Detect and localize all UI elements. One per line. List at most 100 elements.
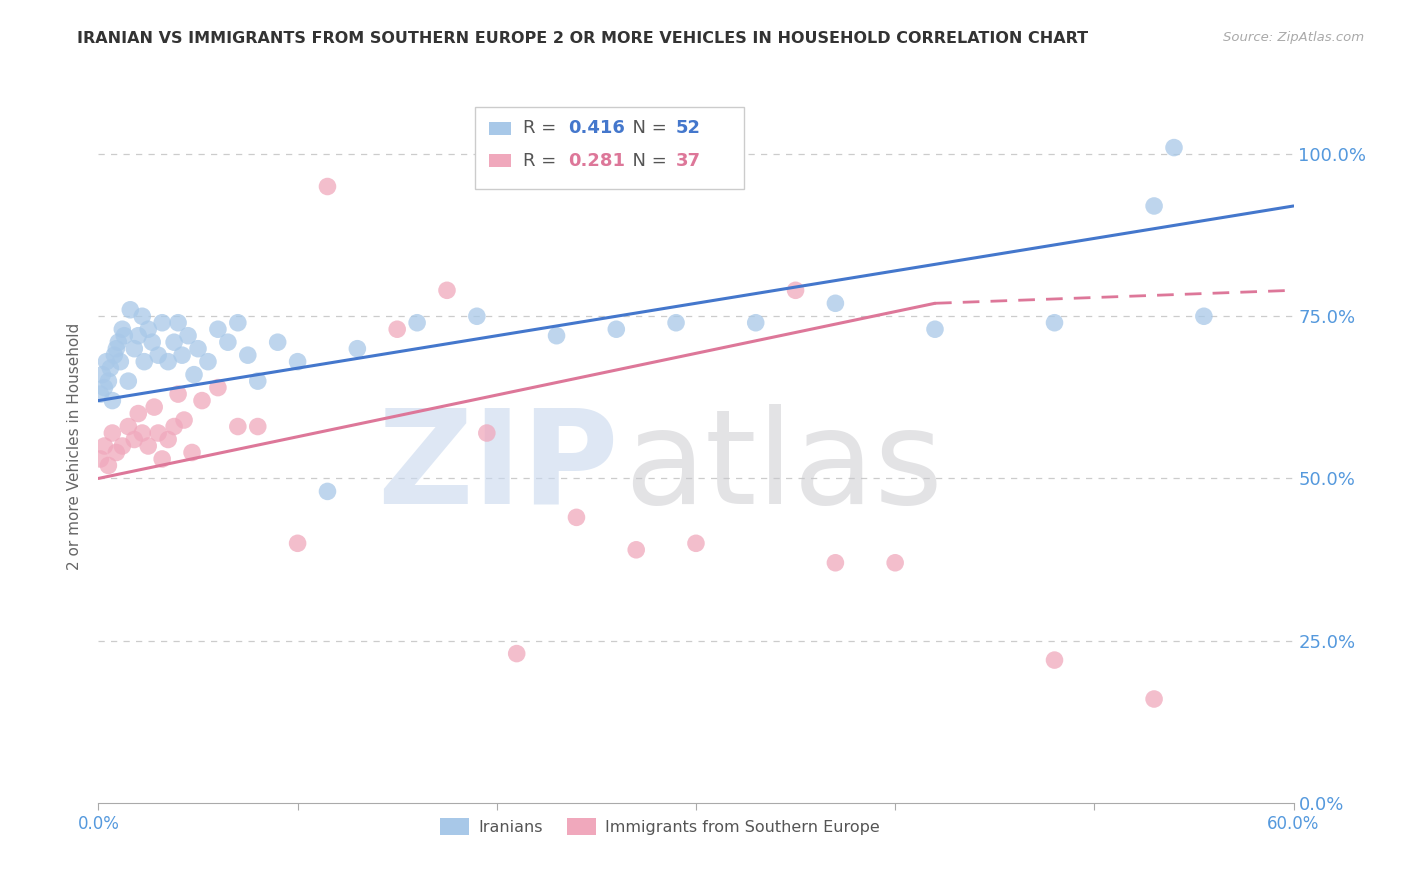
Text: N =: N = xyxy=(620,120,672,137)
Point xyxy=(150,452,173,467)
Point xyxy=(191,393,214,408)
Point xyxy=(124,433,146,447)
Point xyxy=(131,310,153,324)
Point xyxy=(101,425,124,440)
Point xyxy=(785,283,807,297)
Point xyxy=(157,354,180,368)
Point xyxy=(97,458,120,473)
Y-axis label: 2 or more Vehicles in Household: 2 or more Vehicles in Household xyxy=(67,322,83,570)
Text: R =: R = xyxy=(523,152,561,169)
Point xyxy=(226,419,249,434)
Point xyxy=(181,445,204,459)
Point xyxy=(246,374,269,388)
Point xyxy=(167,387,190,401)
Point xyxy=(385,322,409,336)
Point xyxy=(685,536,707,550)
Point xyxy=(136,439,159,453)
Point xyxy=(226,316,249,330)
Point xyxy=(824,296,846,310)
Point xyxy=(141,335,163,350)
Point xyxy=(89,452,111,467)
Point xyxy=(267,335,290,350)
Point xyxy=(546,328,568,343)
Point xyxy=(884,556,907,570)
Text: 37: 37 xyxy=(676,152,700,169)
Point xyxy=(207,322,229,336)
Point xyxy=(626,542,648,557)
Point xyxy=(406,316,429,330)
Point xyxy=(1192,310,1215,324)
Point xyxy=(217,335,239,350)
Point xyxy=(924,322,946,336)
Text: IRANIAN VS IMMIGRANTS FROM SOUTHERN EUROPE 2 OR MORE VEHICLES IN HOUSEHOLD CORRE: IRANIAN VS IMMIGRANTS FROM SOUTHERN EURO… xyxy=(77,31,1088,46)
Point xyxy=(107,335,129,350)
FancyBboxPatch shape xyxy=(489,154,510,167)
Point xyxy=(136,322,159,336)
Point xyxy=(197,354,219,368)
Point xyxy=(93,439,115,453)
Point xyxy=(97,374,120,388)
Point xyxy=(134,354,156,368)
Point xyxy=(346,342,368,356)
Point xyxy=(316,484,339,499)
Point xyxy=(187,342,209,356)
Point xyxy=(131,425,153,440)
Point xyxy=(143,400,166,414)
Point xyxy=(89,387,111,401)
Point xyxy=(665,316,688,330)
Point xyxy=(246,419,269,434)
Point xyxy=(112,328,135,343)
Text: 52: 52 xyxy=(676,120,700,137)
Point xyxy=(1143,199,1166,213)
Point xyxy=(93,381,115,395)
Point xyxy=(117,419,139,434)
Point xyxy=(157,433,180,447)
Point xyxy=(150,316,173,330)
Text: 0.281: 0.281 xyxy=(568,152,626,169)
Point xyxy=(163,335,186,350)
Point xyxy=(172,348,194,362)
Text: N =: N = xyxy=(620,152,672,169)
Point xyxy=(127,328,149,343)
Text: R =: R = xyxy=(523,120,561,137)
Point xyxy=(91,368,114,382)
FancyBboxPatch shape xyxy=(475,107,744,189)
Point xyxy=(465,310,488,324)
Point xyxy=(745,316,768,330)
Point xyxy=(475,425,498,440)
Point xyxy=(105,342,128,356)
Point xyxy=(1163,140,1185,154)
Point xyxy=(110,354,132,368)
Point xyxy=(105,445,128,459)
Point xyxy=(1043,316,1066,330)
Point xyxy=(565,510,588,524)
Point xyxy=(148,425,170,440)
Point xyxy=(605,322,627,336)
Point xyxy=(183,368,205,382)
Point xyxy=(124,342,146,356)
Point xyxy=(287,354,309,368)
Point xyxy=(173,413,195,427)
Point xyxy=(824,556,846,570)
Text: atlas: atlas xyxy=(624,404,943,531)
Point xyxy=(316,179,339,194)
Point xyxy=(1043,653,1066,667)
Point xyxy=(287,536,309,550)
Point xyxy=(127,407,149,421)
Point xyxy=(163,419,186,434)
Point xyxy=(120,302,142,317)
Point xyxy=(96,354,118,368)
Point xyxy=(1143,692,1166,706)
FancyBboxPatch shape xyxy=(489,122,510,135)
Point xyxy=(103,348,125,362)
Point xyxy=(167,316,190,330)
Text: 0.416: 0.416 xyxy=(568,120,626,137)
Point xyxy=(111,439,134,453)
Point xyxy=(101,393,124,408)
Text: ZIP: ZIP xyxy=(377,404,619,531)
Point xyxy=(436,283,458,297)
Point xyxy=(177,328,200,343)
Legend: Iranians, Immigrants from Southern Europe: Iranians, Immigrants from Southern Europ… xyxy=(434,812,886,841)
Text: Source: ZipAtlas.com: Source: ZipAtlas.com xyxy=(1223,31,1364,45)
Point xyxy=(207,381,229,395)
